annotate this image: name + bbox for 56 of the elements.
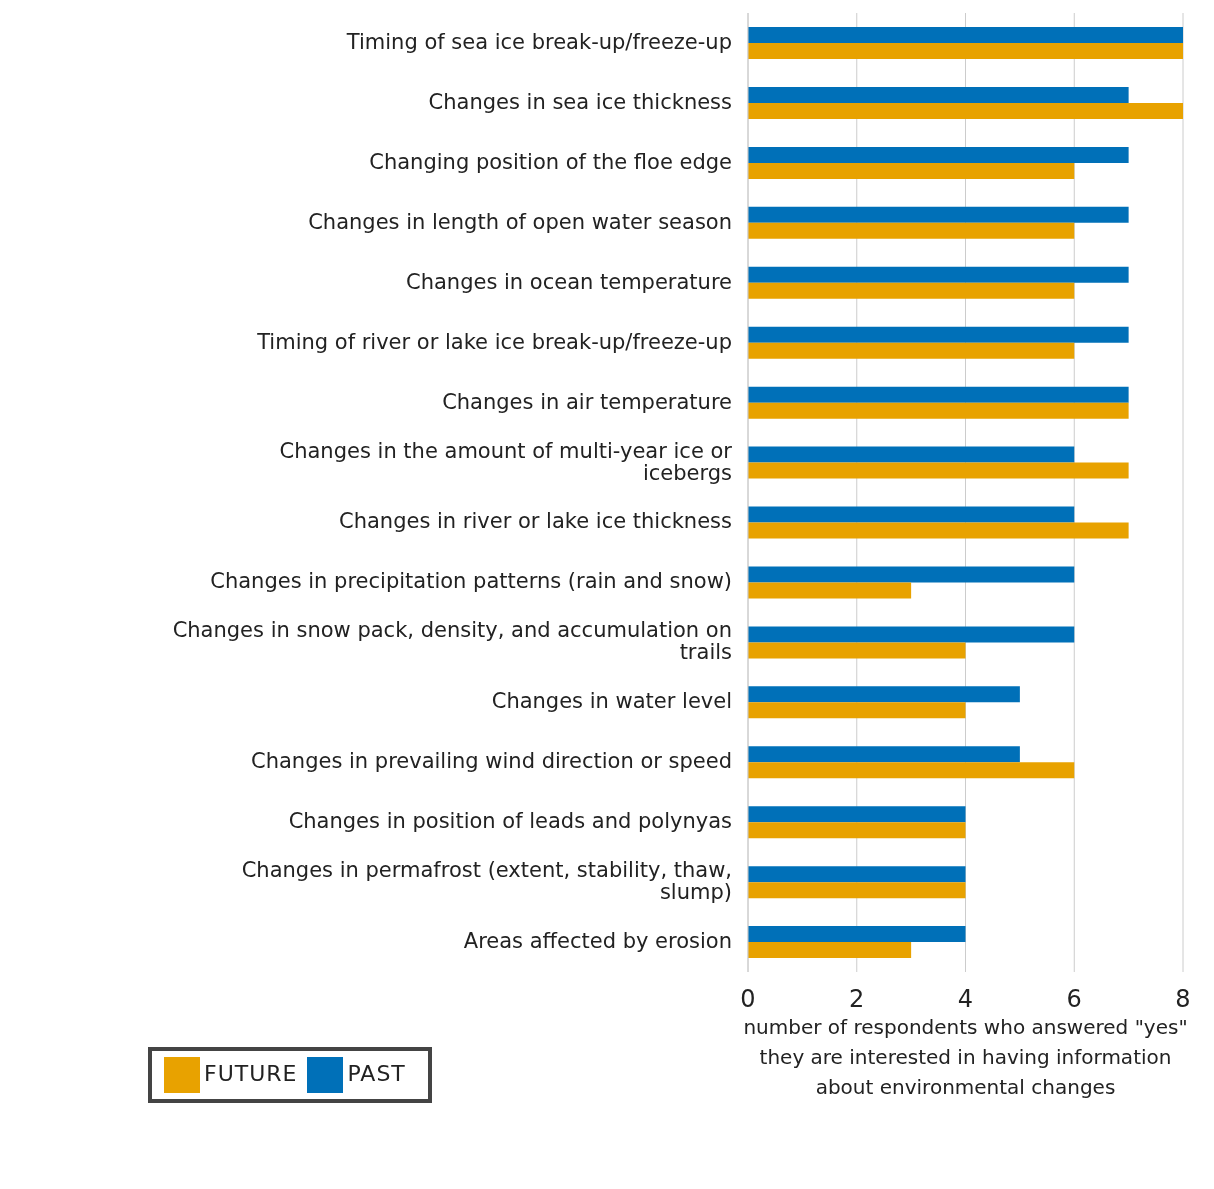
bar [748, 882, 966, 899]
x-tick-label: 8 [1175, 985, 1191, 1014]
bar [748, 642, 966, 659]
bar [748, 866, 966, 883]
bar [748, 342, 1075, 359]
y-tick-label: Changes in air temperature [442, 389, 732, 414]
y-tick-label: Changes in the amount of multi-year ice or icebergs [279, 438, 733, 485]
y-tick-label: Changes in prevailing wind direction or speed [250, 749, 732, 774]
x-axis-title: number of respondents who answered "yes" they are interested in having information about environmental changes [743, 1015, 1188, 1099]
bar [748, 146, 1129, 163]
bar [748, 806, 966, 823]
y-tick-label: Timing of sea ice break-up/freeze-up [345, 29, 732, 54]
y-tick-label: Changes in sea ice thickness [428, 89, 732, 114]
bar [748, 746, 1020, 763]
bar [748, 326, 1129, 343]
bar [748, 702, 966, 719]
bar [748, 506, 1075, 523]
bar [748, 462, 1129, 479]
bar [748, 266, 1129, 283]
bar [748, 402, 1129, 419]
y-tick-label: Changes in permafrost (extent, stability, thaw, slump) [241, 858, 732, 905]
x-tick-label: 6 [1066, 985, 1082, 1014]
y-tick-label: Changes in water level [491, 689, 732, 714]
y-tick-label: Changes in snow pack, density, and accumulation on trails [172, 618, 732, 665]
bar [748, 102, 1183, 119]
y-tick-label: Changes in river or lake ice thickness [338, 509, 732, 534]
y-tick-label: Changes in length of open water season [308, 209, 732, 234]
bar [748, 522, 1129, 539]
legend-label: FUTURE [204, 1061, 298, 1086]
y-tick-label: Areas affected by erosion [463, 929, 732, 954]
bar [748, 686, 1020, 703]
y-tick-label: Changing position of the floe edge [369, 149, 732, 174]
bar [748, 43, 1183, 59]
x-tick-label: 2 [849, 985, 865, 1014]
bar [748, 386, 1129, 403]
x-tick-label: 4 [957, 985, 974, 1014]
y-tick-label: Changes in precipitation patterns (rain and snow) [210, 569, 732, 594]
bar [748, 206, 1129, 223]
bar [748, 27, 1183, 43]
y-tick-label: Timing of river or lake ice break-up/freeze-up [256, 329, 732, 354]
bar [748, 566, 1075, 583]
bar [748, 626, 1075, 643]
bar [748, 582, 912, 599]
bar [748, 446, 1075, 463]
y-tick-label: Changes in ocean temperature [405, 269, 732, 294]
bar [748, 162, 1075, 179]
bar [748, 942, 912, 959]
y-tick-label: Changes in position of leads and polynyas [288, 809, 732, 834]
bar [748, 822, 966, 839]
legend-label: PAST [347, 1061, 406, 1086]
bar [748, 762, 1075, 779]
bar [748, 926, 966, 943]
x-tick-label: 0 [740, 985, 756, 1014]
bar [748, 222, 1075, 239]
bar [748, 86, 1129, 103]
bar [748, 282, 1075, 299]
